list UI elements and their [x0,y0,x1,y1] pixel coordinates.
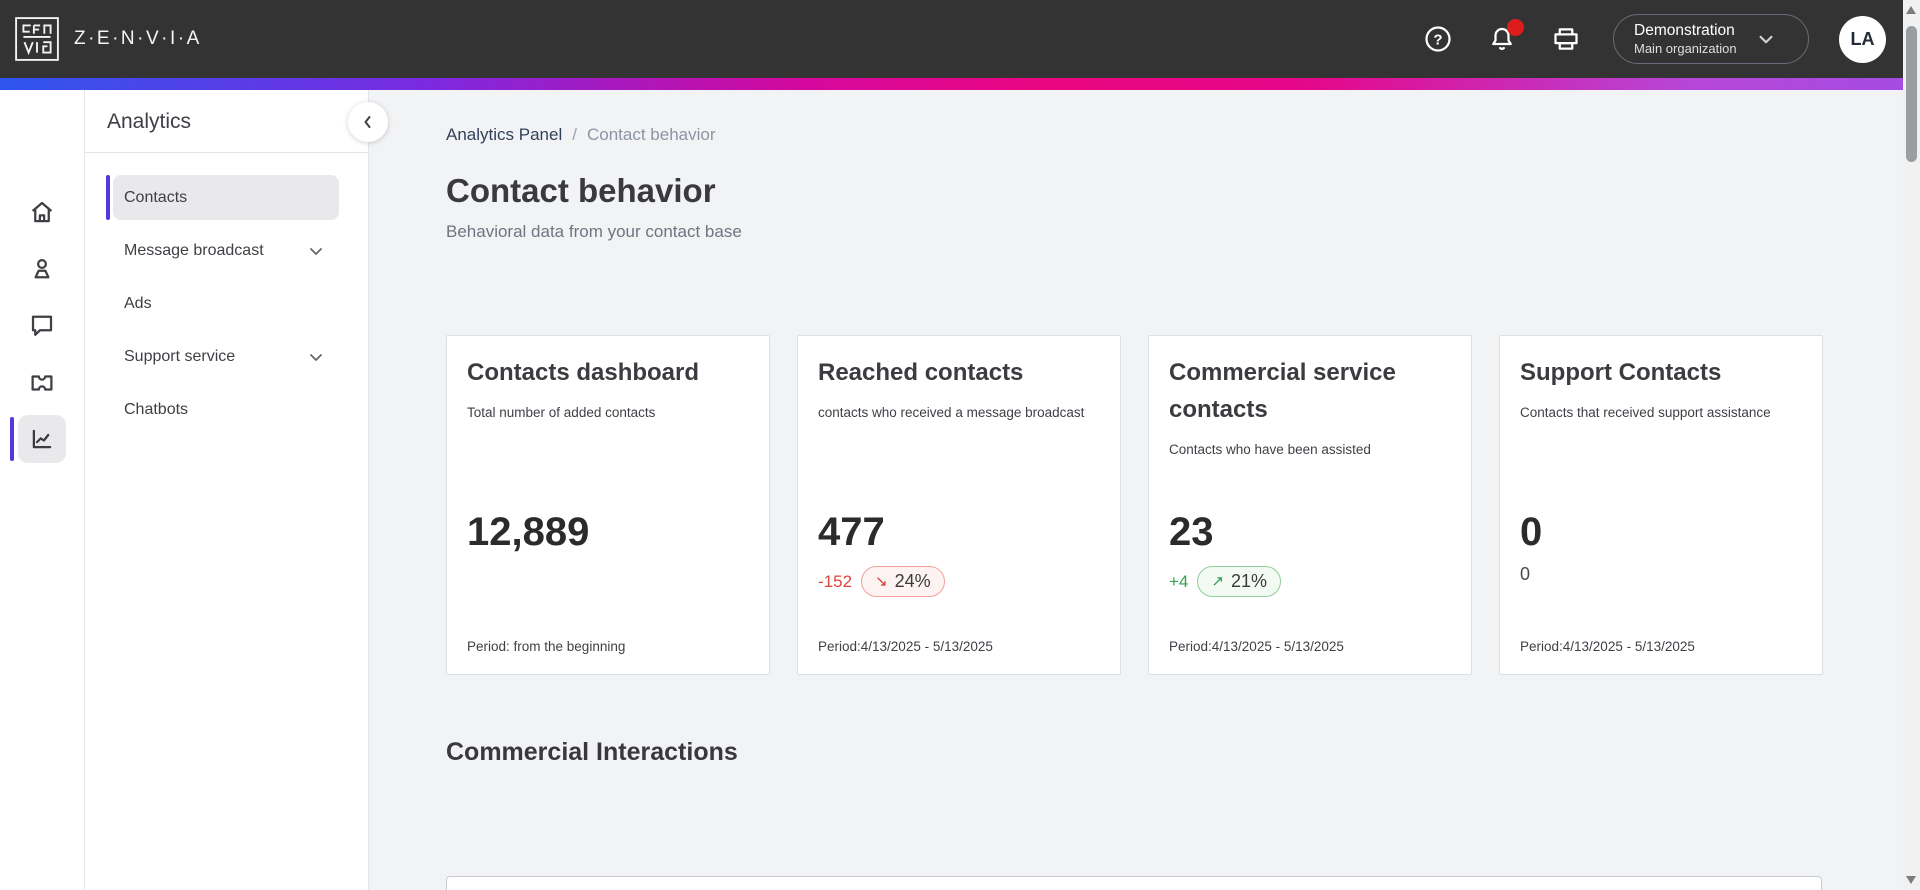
active-nav-indicator [106,175,110,220]
nav-item-message-broadcast[interactable]: Message broadcast [113,228,339,273]
trend-percent: 24% [894,571,931,591]
section-title-commercial-interactions: Commercial Interactions [446,738,738,766]
person-icon [27,254,57,284]
organization-name: Demonstration [1634,22,1735,40]
analytics-nav-panel: Analytics Contacts Message broadcast Ads… [85,90,369,890]
delta-value: +4 [1169,571,1189,591]
card-description: Contacts who have been assisted [1169,442,1371,458]
collapse-panel-button[interactable] [348,102,388,142]
scroll-down-arrow[interactable] [1906,876,1916,884]
zenvia-brand[interactable]: Z·E·N·V·I·A [14,16,202,62]
help-button[interactable]: ? [1421,22,1455,56]
card-commercial-service-contacts: Commercial service contacts Contacts who… [1148,335,1472,675]
nav-item-label: Contacts [124,188,188,206]
main-content: Analytics Panel / Contact behavior Conta… [369,90,1903,890]
nav-item-contacts[interactable]: Contacts [106,175,339,220]
nav-item-label: Chatbots [124,400,189,418]
accent-gradient-bar [0,78,1920,90]
breadcrumb-root-link[interactable]: Analytics Panel [446,125,563,144]
panel-title: Analytics [107,110,192,133]
page-title: Contact behavior [446,172,716,209]
breadcrumb-separator: / [572,125,577,144]
trend-up-arrow-icon: ↗ [1211,572,1224,590]
page-subtitle: Behavioral data from your contact base [446,222,742,241]
card-period: Period:4/13/2025 - 5/13/2025 [818,639,993,654]
card-description: Total number of added contacts [467,405,656,421]
chat-icon [27,310,57,340]
ticket-icon [27,368,57,398]
topbar-actions: ? [1421,0,1886,78]
icon-rail: ⚙ [0,90,85,890]
commercial-interactions-panel [446,876,1822,890]
rail-tickets-button[interactable] [18,359,66,407]
chevron-down-icon [305,346,327,368]
card-secondary-value: 0 [1520,564,1531,584]
organization-selector[interactable]: Demonstration Main organization [1613,14,1809,64]
rail-conversations-button[interactable] [18,301,66,349]
trend-badge: ↗ 21% [1197,566,1281,597]
notifications-button[interactable] [1485,19,1524,56]
card-value: 0 [1520,510,1543,554]
card-title: Contacts dashboard [467,359,700,386]
card-period: Period:4/13/2025 - 5/13/2025 [1169,639,1344,654]
trend-down-arrow-icon: ↘ [875,572,888,590]
card-period: Period: from the beginning [467,639,626,654]
nav-item-ads[interactable]: Ads [113,281,339,326]
printer-icon [1551,24,1581,54]
rail-home-button[interactable] [18,188,66,236]
nav-item-support-service[interactable]: Support service [113,334,339,379]
print-button[interactable] [1549,22,1583,56]
chevron-down-icon [305,240,327,262]
card-title: Support Contacts [1520,359,1722,386]
chart-icon [27,424,57,454]
card-description: contacts who received a message broadcas… [818,405,1085,421]
nav-item-label: Ads [124,294,152,312]
card-value: 23 [1169,510,1214,554]
card-delta-row: -152 ↘ 24% [818,566,945,597]
breadcrumb: Analytics Panel / Contact behavior [446,125,716,145]
trend-badge: ↘ 24% [861,566,945,597]
card-delta-row: +4 ↗ 21% [1169,566,1281,597]
home-icon [27,197,57,227]
chevron-down-icon [1753,26,1779,52]
nav-item-label: Message broadcast [124,241,264,259]
card-contacts-dashboard: Contacts dashboard Total number of added… [446,335,770,675]
trend-percent: 21% [1230,571,1267,591]
vertical-scrollbar[interactable] [1903,0,1920,890]
brand-wordmark: Z·E·N·V·I·A [74,28,202,49]
rail-analytics-button[interactable] [18,415,66,463]
scroll-up-arrow[interactable] [1906,6,1916,14]
user-avatar[interactable]: LA [1839,15,1886,63]
card-reached-contacts: Reached contacts contacts who received a… [797,335,1121,675]
chevron-left-icon [356,110,380,134]
card-value: 12,889 [467,510,590,554]
card-support-contacts: Support Contacts Contacts that received … [1499,335,1823,675]
help-icon: ? [1423,24,1453,54]
organization-text: Demonstration Main organization [1634,21,1737,57]
svg-text:?: ? [1433,31,1442,48]
panel-nav-list: Contacts Message broadcast Ads Support s… [85,175,368,432]
organization-subtitle: Main organization [1634,40,1737,56]
card-description: Contacts that received support assistanc… [1520,405,1771,421]
rail-contacts-button[interactable] [18,245,66,293]
panel-divider [85,152,368,153]
nav-item-label: Support service [124,347,236,365]
breadcrumb-current: Contact behavior [586,125,716,144]
card-value: 477 [818,510,885,554]
scrollbar-thumb[interactable] [1906,26,1917,162]
bell-icon [1487,24,1517,54]
notification-badge [1507,19,1524,36]
card-title: Commercial service contacts [1169,359,1396,424]
card-period: Period:4/13/2025 - 5/13/2025 [1520,639,1695,654]
metric-cards-row: Contacts dashboard Total number of added… [446,335,1823,675]
active-rail-indicator [10,417,14,461]
delta-value: -152 [818,571,853,591]
zenvia-logo-icon [14,16,60,62]
topbar: Z·E·N·V·I·A ? [0,0,1920,78]
card-title: Reached contacts [818,359,1024,386]
nav-item-chatbots[interactable]: Chatbots [113,387,339,432]
